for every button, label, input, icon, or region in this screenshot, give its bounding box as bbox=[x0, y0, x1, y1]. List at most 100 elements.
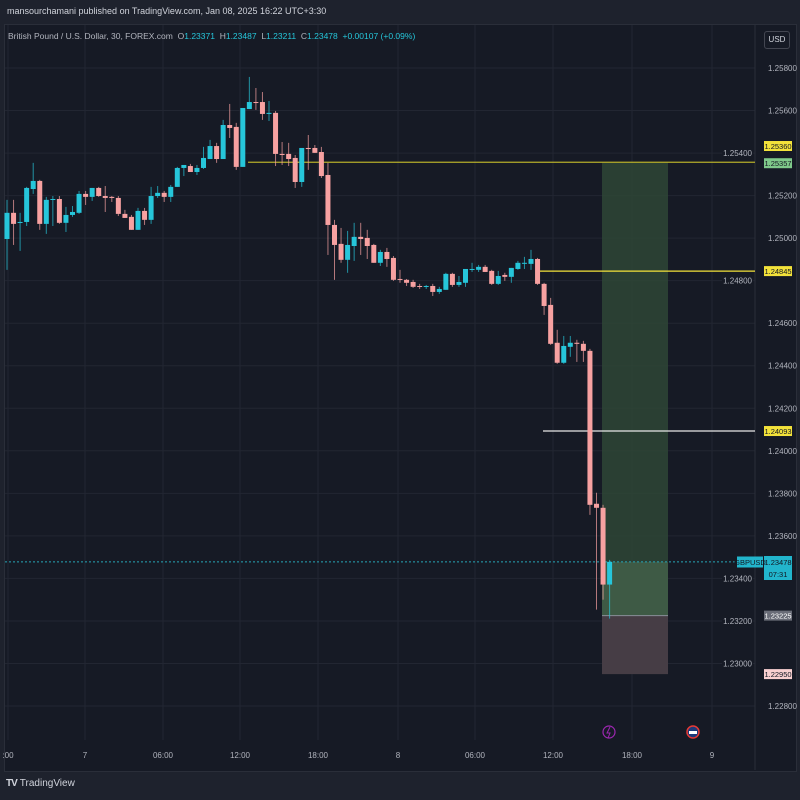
footer-brand: TV TradingView bbox=[6, 778, 75, 789]
close-value: 1.23478 bbox=[307, 31, 338, 41]
candle-up bbox=[70, 211, 75, 215]
position-profit-filled-zone bbox=[602, 561, 668, 616]
price-tick-label: 1.23800 bbox=[768, 489, 797, 498]
candle-down bbox=[502, 274, 508, 277]
candle-up bbox=[194, 167, 200, 172]
level-price-badge-bg bbox=[764, 426, 792, 437]
candle-down bbox=[580, 343, 586, 351]
candle-up bbox=[443, 273, 449, 290]
high-label: H bbox=[219, 31, 226, 41]
candle-up bbox=[174, 167, 180, 187]
candle-down bbox=[305, 147, 311, 150]
candle-up bbox=[345, 244, 351, 260]
price-tick-label-bg bbox=[722, 275, 753, 286]
candle-up bbox=[89, 187, 95, 197]
price-tick-label: 1.23600 bbox=[768, 532, 797, 541]
candle-down bbox=[312, 147, 318, 153]
candle-down bbox=[404, 279, 410, 283]
symbol-title: British Pound / U.S. Dollar, 30, FOREX.c… bbox=[8, 31, 173, 41]
candle-down bbox=[371, 244, 377, 263]
time-tick-label: 8 bbox=[396, 751, 401, 760]
candle-down bbox=[600, 507, 606, 585]
candle-up bbox=[463, 268, 468, 283]
candle-up bbox=[155, 192, 161, 197]
candle-up bbox=[561, 345, 567, 363]
candle-down bbox=[332, 224, 337, 245]
candle-down bbox=[227, 124, 233, 128]
price-tick-label: 1.24600 bbox=[768, 319, 797, 328]
candle-down bbox=[214, 146, 220, 160]
price-tick-label: 1.25800 bbox=[768, 64, 797, 73]
time-tick-label: 12:00 bbox=[543, 751, 564, 760]
candle-down bbox=[128, 216, 134, 230]
candle-down bbox=[273, 112, 279, 154]
time-tick-label: 12:00 bbox=[230, 751, 251, 760]
candle-up bbox=[168, 186, 174, 197]
price-tick-label: 1.25000 bbox=[768, 234, 797, 243]
level-price-badge-bg bbox=[764, 266, 792, 277]
candle-up bbox=[469, 268, 475, 270]
candle-down bbox=[83, 193, 89, 197]
candle-down bbox=[384, 251, 390, 259]
alert-price-badge: 1.25360 bbox=[764, 142, 791, 151]
candle-up bbox=[201, 157, 206, 168]
candle-down bbox=[358, 236, 364, 239]
candle-down bbox=[325, 174, 331, 225]
candle-up bbox=[266, 112, 272, 114]
candle-down bbox=[187, 166, 193, 172]
candle-down bbox=[594, 503, 599, 508]
last-price-badge-bg bbox=[764, 556, 792, 580]
candle-up bbox=[148, 196, 154, 220]
entry-price-badge-bg bbox=[764, 610, 792, 621]
candle-down bbox=[390, 257, 396, 280]
stop-price-badge-bg bbox=[764, 669, 792, 680]
price-tick-label: 1.25400 bbox=[723, 149, 752, 158]
candle-up bbox=[508, 267, 514, 277]
candle-down bbox=[233, 126, 239, 167]
candle-up bbox=[567, 342, 573, 347]
candle-up bbox=[76, 193, 82, 213]
price-tick-label-bg bbox=[722, 615, 753, 626]
candle-down bbox=[37, 180, 43, 224]
open-label: O bbox=[177, 31, 185, 41]
level-price-badge: 1.24093 bbox=[764, 427, 791, 436]
candle-up bbox=[528, 258, 534, 264]
candle-up bbox=[456, 281, 462, 285]
price-tick-label: 1.24400 bbox=[768, 362, 797, 371]
time-tick-label: 7 bbox=[83, 751, 88, 760]
candle-up bbox=[377, 251, 383, 263]
candle-down bbox=[535, 258, 541, 284]
change-value: +0.00107 (+0.09%) bbox=[342, 31, 416, 41]
price-tick-label-bg bbox=[722, 148, 753, 159]
price-tick-label: 1.23400 bbox=[723, 574, 752, 583]
candle-up bbox=[240, 107, 246, 167]
currency-button[interactable]: USD bbox=[764, 31, 790, 49]
candle-down bbox=[338, 243, 344, 260]
lightning-event-icon bbox=[602, 725, 616, 739]
price-tick-label-bg bbox=[722, 658, 753, 669]
price-tick-label: 1.24200 bbox=[768, 404, 797, 413]
price-tick-label: 1.24800 bbox=[723, 277, 752, 286]
candle-down bbox=[482, 266, 488, 272]
candle-up bbox=[299, 147, 305, 182]
symbol-legend: British Pound / U.S. Dollar, 30, FOREX.c… bbox=[8, 31, 415, 41]
price-tick-label: 1.22800 bbox=[768, 702, 797, 711]
candle-down bbox=[410, 281, 416, 287]
time-tick-label: 18:00 bbox=[622, 751, 643, 760]
tradingview-logo-icon: TV bbox=[6, 778, 18, 789]
level-price-badge: 1.25357 bbox=[764, 159, 791, 168]
price-tick-label: 1.23200 bbox=[723, 617, 752, 626]
candle-down bbox=[554, 342, 560, 363]
candle-down bbox=[122, 213, 128, 218]
time-tick-label: 06:00 bbox=[153, 751, 174, 760]
candle-up bbox=[4, 212, 10, 239]
position-profit-zone bbox=[602, 162, 668, 562]
us-flag-stripe-icon bbox=[689, 731, 697, 734]
price-tick-label: 1.23000 bbox=[723, 659, 752, 668]
candle-down bbox=[548, 304, 554, 344]
candle-up bbox=[63, 214, 69, 223]
candle-up bbox=[495, 275, 501, 284]
candle-up bbox=[50, 199, 56, 201]
candle-down bbox=[489, 270, 495, 284]
